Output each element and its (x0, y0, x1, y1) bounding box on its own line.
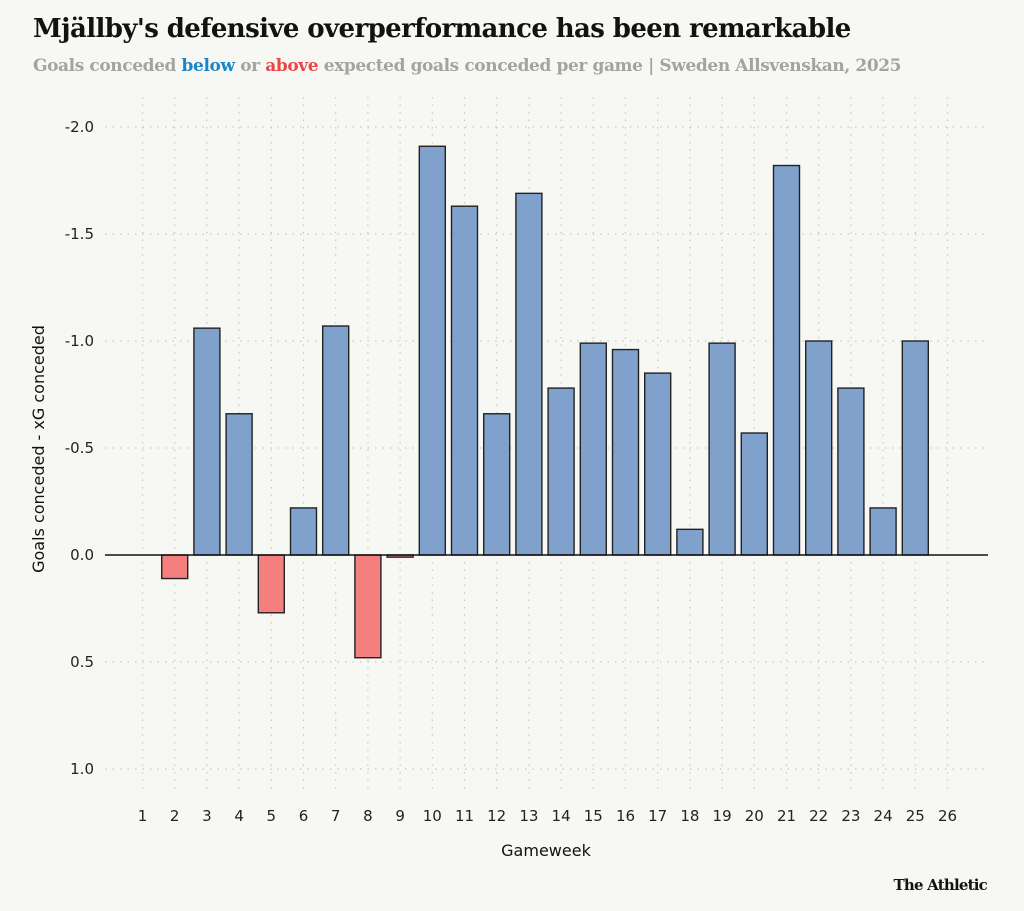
bar-gameweek-2 (160, 554, 189, 580)
x-tick-label: 10 (423, 807, 442, 825)
x-tick-label: 2 (170, 807, 180, 825)
x-tick-label: 9 (395, 807, 405, 825)
bar-gameweek-22 (805, 340, 833, 556)
the-athletic-logo: The Athletic (893, 876, 988, 894)
subtitle-below-keyword: below (181, 56, 236, 76)
bar-gameweek-18 (676, 528, 704, 556)
y-tick-label: -1.0 (65, 332, 94, 350)
y-tick-label: 0.0 (70, 546, 94, 564)
x-tick-label: 26 (938, 807, 957, 825)
bar-gameweek-20 (740, 432, 768, 556)
x-tick-label: 21 (777, 807, 796, 825)
bar-gameweek-15 (579, 342, 607, 556)
x-axis-label: Gameweek (501, 841, 591, 860)
x-tick-label: 14 (552, 807, 571, 825)
y-tick-label: -1.5 (65, 225, 94, 243)
x-tick-label: 24 (874, 807, 893, 825)
x-tick-label: 17 (648, 807, 667, 825)
x-tick-label: 4 (234, 807, 244, 825)
subtitle-above-keyword: above (265, 56, 319, 76)
bar-gameweek-16 (611, 348, 640, 556)
bar-gameweek-3 (193, 327, 221, 556)
x-tick-label: 19 (713, 807, 732, 825)
x-tick-label: 12 (487, 807, 506, 825)
y-tick-label: 1.0 (70, 760, 94, 778)
y-axis-ticks: -2.0 -1.5 -1.0 -0.5 0.0 0.5 1.0 (65, 118, 94, 778)
x-tick-label: 22 (809, 807, 828, 825)
x-tick-label: 13 (519, 807, 538, 825)
bar-gameweek-14 (547, 387, 575, 556)
bar-gameweek-13 (515, 192, 543, 556)
x-tick-label: 3 (202, 807, 212, 825)
x-tick-label: 1 (138, 807, 148, 825)
bar-gameweek-25 (901, 340, 929, 556)
bar-gameweek-10 (418, 145, 446, 556)
x-tick-label: 20 (745, 807, 764, 825)
bar-gameweek-19 (708, 342, 736, 556)
bar-gameweek-11 (450, 205, 479, 556)
x-tick-label: 11 (455, 807, 474, 825)
subtitle-mid: or (234, 56, 266, 76)
bar-gameweek-8 (354, 554, 382, 659)
x-tick-label: 25 (906, 807, 925, 825)
x-axis-ticks: 1 2 3 4 5 6 7 8 9 10 11 12 13 14 15 16 17 18 19 20 21 22 23 24 2… (138, 807, 957, 825)
x-tick-label: 6 (299, 807, 309, 825)
x-tick-label: 18 (680, 807, 699, 825)
chart-subtitle: Goals conceded below or above expected g… (33, 56, 902, 76)
bars (160, 145, 929, 659)
bar-gameweek-12 (483, 413, 511, 556)
bar-gameweek-23 (837, 387, 865, 556)
bar-gameweek-7 (322, 325, 350, 556)
bar-gameweek-21 (772, 164, 801, 556)
chart-title: Mjällby's defensive overperformance has … (33, 14, 851, 44)
bar-gameweek-4 (225, 413, 253, 556)
y-tick-label: 0.5 (70, 653, 94, 671)
subtitle-pre: Goals conceded (33, 56, 182, 76)
x-tick-label: 5 (267, 807, 277, 825)
x-tick-label: 8 (363, 807, 373, 825)
bar-gameweek-6 (289, 507, 318, 556)
bar-gameweek-17 (644, 372, 672, 556)
x-tick-label: 15 (584, 807, 603, 825)
x-tick-label: 16 (616, 807, 635, 825)
x-tick-label: 23 (841, 807, 860, 825)
subtitle-post: expected goals conceded per game | Swede… (318, 56, 902, 76)
y-axis-label: Goals conceded - xG conceded (29, 325, 48, 573)
y-tick-label: -2.0 (65, 118, 94, 136)
bar-gameweek-24 (869, 507, 897, 556)
x-tick-label: 7 (331, 807, 341, 825)
y-tick-label: -0.5 (65, 439, 94, 457)
bar-gameweek-5 (257, 554, 285, 614)
